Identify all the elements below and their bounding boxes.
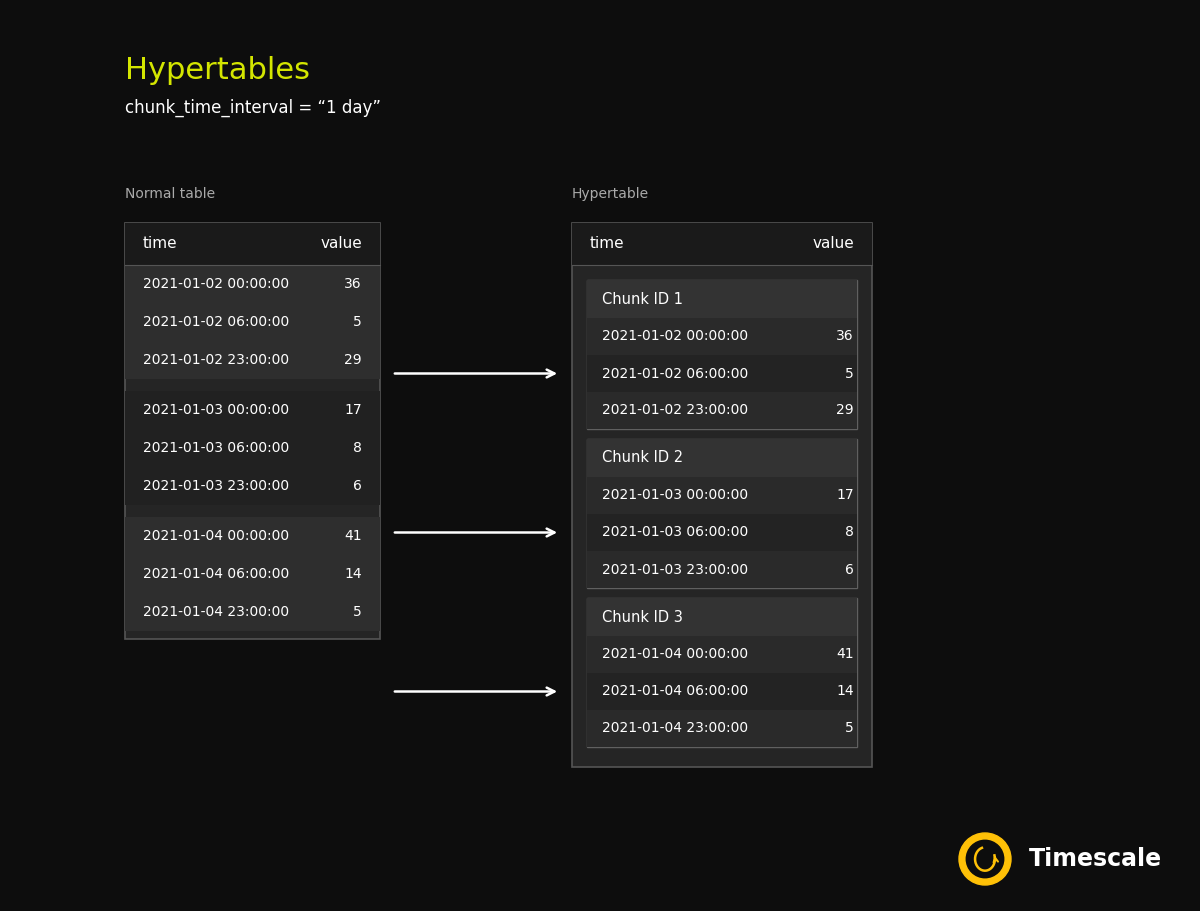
Text: 2021-01-04 00:00:00: 2021-01-04 00:00:00 [602, 648, 748, 661]
Text: 36: 36 [836, 330, 854, 343]
Text: 2021-01-03 00:00:00: 2021-01-03 00:00:00 [143, 403, 289, 417]
Bar [587, 636, 857, 673]
Text: Normal table: Normal table [125, 187, 215, 201]
Text: Timescale: Timescale [1030, 847, 1162, 871]
Text: Hypertables: Hypertables [125, 56, 310, 85]
Bar [587, 392, 857, 429]
Text: 2021-01-03 23:00:00: 2021-01-03 23:00:00 [602, 562, 748, 577]
Text: 2021-01-02 06:00:00: 2021-01-02 06:00:00 [143, 315, 289, 329]
Text: 2021-01-02 23:00:00: 2021-01-02 23:00:00 [143, 353, 289, 367]
Text: value: value [320, 237, 362, 251]
Text: 5: 5 [845, 722, 854, 735]
Circle shape [966, 840, 1003, 877]
Text: value: value [812, 237, 854, 251]
Text: 8: 8 [353, 441, 362, 455]
Text: 36: 36 [344, 277, 362, 291]
Bar [587, 439, 857, 477]
Text: 17: 17 [344, 403, 362, 417]
Text: 2021-01-02 23:00:00: 2021-01-02 23:00:00 [602, 404, 748, 417]
Bar [587, 710, 857, 747]
Text: 2021-01-03 06:00:00: 2021-01-03 06:00:00 [143, 441, 289, 455]
Text: 2021-01-04 00:00:00: 2021-01-04 00:00:00 [143, 529, 289, 543]
Bar [587, 355, 857, 392]
FancyBboxPatch shape [125, 223, 380, 639]
Bar [587, 598, 857, 636]
Text: 5: 5 [353, 315, 362, 329]
Text: 2021-01-03 06:00:00: 2021-01-03 06:00:00 [602, 526, 749, 539]
Text: 2021-01-04 06:00:00: 2021-01-04 06:00:00 [602, 684, 749, 699]
Text: 41: 41 [344, 529, 362, 543]
Bar [587, 477, 857, 514]
FancyBboxPatch shape [572, 223, 872, 767]
Text: 8: 8 [845, 526, 854, 539]
Text: 2021-01-02 00:00:00: 2021-01-02 00:00:00 [602, 330, 748, 343]
Bar [125, 391, 380, 505]
Text: time: time [590, 237, 625, 251]
Text: 17: 17 [836, 488, 854, 503]
Text: 41: 41 [836, 648, 854, 661]
Text: 5: 5 [353, 605, 362, 619]
FancyBboxPatch shape [587, 439, 857, 588]
Bar [572, 223, 872, 265]
Text: 2021-01-04 23:00:00: 2021-01-04 23:00:00 [143, 605, 289, 619]
Text: 5: 5 [845, 366, 854, 381]
Bar [587, 318, 857, 355]
Text: Chunk ID 3: Chunk ID 3 [602, 609, 683, 625]
Text: 2021-01-02 06:00:00: 2021-01-02 06:00:00 [602, 366, 749, 381]
FancyBboxPatch shape [587, 280, 857, 429]
Text: Chunk ID 1: Chunk ID 1 [602, 292, 683, 306]
Text: 2021-01-03 23:00:00: 2021-01-03 23:00:00 [143, 479, 289, 493]
Text: Hypertable: Hypertable [572, 187, 649, 201]
Bar [587, 514, 857, 551]
Bar [125, 223, 380, 265]
Text: 14: 14 [836, 684, 854, 699]
Text: 6: 6 [353, 479, 362, 493]
FancyBboxPatch shape [587, 598, 857, 747]
Text: 2021-01-04 23:00:00: 2021-01-04 23:00:00 [602, 722, 748, 735]
Text: chunk_time_interval = “1 day”: chunk_time_interval = “1 day” [125, 99, 382, 118]
Text: time: time [143, 237, 178, 251]
Text: 14: 14 [344, 567, 362, 581]
Text: 29: 29 [836, 404, 854, 417]
Text: 2021-01-03 00:00:00: 2021-01-03 00:00:00 [602, 488, 748, 503]
Text: 2021-01-04 06:00:00: 2021-01-04 06:00:00 [143, 567, 289, 581]
Text: 6: 6 [845, 562, 854, 577]
Bar [587, 673, 857, 710]
Circle shape [959, 833, 1010, 885]
Bar [125, 265, 380, 379]
Bar [587, 551, 857, 588]
Bar [125, 517, 380, 631]
Text: Chunk ID 2: Chunk ID 2 [602, 451, 683, 466]
Bar [587, 280, 857, 318]
Text: 2021-01-02 00:00:00: 2021-01-02 00:00:00 [143, 277, 289, 291]
Text: 29: 29 [344, 353, 362, 367]
